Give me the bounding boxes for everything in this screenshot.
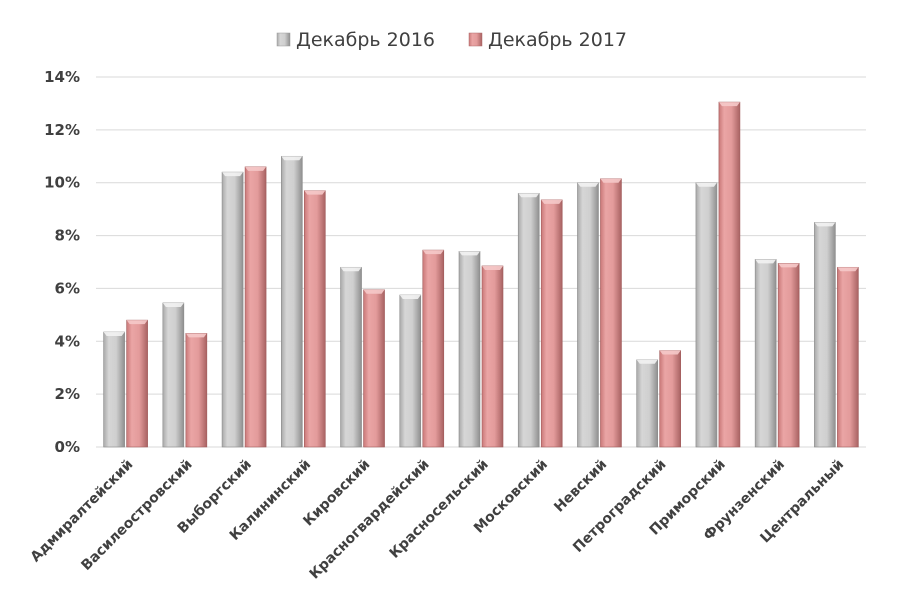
x-tick-label: Невский	[551, 457, 610, 516]
legend-swatch-2016	[276, 32, 291, 47]
bar-2017	[540, 199, 563, 448]
y-tick-label: 8%	[55, 227, 80, 245]
legend: Декабрь 2016 Декабрь 2017	[276, 29, 627, 51]
x-tick-label: Василеостровский	[78, 457, 195, 574]
bar-2017	[481, 265, 504, 448]
bar-2016	[695, 182, 718, 448]
bar-2016	[281, 155, 303, 448]
y-tick-label: 12%	[44, 121, 80, 139]
legend-label-2016: Декабрь 2016	[296, 29, 435, 51]
bar-2017	[777, 263, 800, 448]
bar-2016	[162, 302, 185, 448]
bar-2016	[517, 192, 540, 448]
bar-2017	[422, 249, 445, 448]
gridlines	[96, 76, 866, 448]
x-tick-label: Красногвардейский	[307, 457, 433, 583]
bar-2016	[221, 171, 244, 448]
bar-2016	[103, 331, 125, 448]
legend-label-2017: Декабрь 2017	[488, 29, 627, 51]
x-tick-label: Адмиралтейский	[28, 457, 137, 566]
bar-2017	[363, 289, 385, 448]
bar-2017	[600, 178, 622, 448]
y-tick-label: 4%	[55, 332, 80, 350]
bar-2016	[577, 182, 599, 448]
y-tick-label: 0%	[55, 438, 80, 456]
bar-2016	[458, 251, 481, 448]
bar-2017	[304, 190, 326, 448]
bars	[103, 101, 859, 448]
bar-2016	[636, 359, 658, 448]
bar-2016	[754, 259, 777, 448]
x-axis-ticks: АдмиралтейскийВасилеостровскийВыборгский…	[28, 457, 848, 583]
bar-2017	[718, 101, 741, 448]
x-tick-label: Красносельский	[387, 457, 492, 562]
bar-2017	[837, 266, 859, 448]
bar-2016	[814, 222, 836, 448]
bar-2017	[244, 166, 267, 448]
bar-2017	[126, 319, 148, 448]
legend-swatch-2017	[468, 32, 483, 47]
bar-2016	[340, 266, 362, 448]
y-tick-label: 10%	[44, 174, 80, 192]
y-tick-label: 6%	[55, 279, 80, 297]
y-axis-ticks: 0% 2% 4% 6% 8% 10% 12% 14%	[44, 68, 80, 456]
bar-2016	[399, 294, 422, 448]
bar-2017	[185, 333, 208, 448]
y-tick-label: 14%	[44, 68, 80, 86]
y-tick-label: 2%	[55, 385, 80, 403]
bar-2017	[659, 350, 681, 448]
